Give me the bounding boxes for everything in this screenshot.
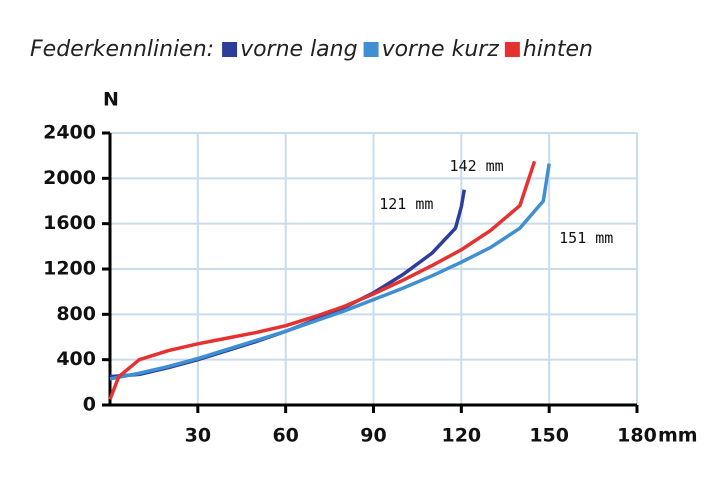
annotation: 151 mm [559,229,613,247]
legend-swatch [363,42,379,57]
annotation: 121 mm [379,195,433,213]
y-tick-label: 2000 [43,167,96,189]
y-axis-label: N [103,89,119,111]
y-tick-label: 2400 [43,122,96,144]
y-tick-label: 800 [56,303,96,325]
legend-swatch [222,42,238,57]
legend-label: vorne kurz [382,37,500,62]
x-tick-label: 180 [617,425,657,447]
x-tick-label: 60 [272,425,298,447]
chart-title: Federkennlinien: [30,37,214,62]
y-tick-label: 0 [83,394,96,416]
x-axis-label: mm [658,425,698,447]
legend-label: hinten [523,37,593,62]
annotation: 142 mm [450,157,504,175]
data-line [108,160,537,400]
y-tick-label: 400 [56,348,96,370]
y-tick-label: 1600 [43,212,96,234]
x-tick-label: 150 [529,425,569,447]
x-tick-label: 30 [185,425,211,447]
data-line [109,163,551,381]
legend-swatch [504,42,520,57]
legend-label: vorne lang [240,37,358,62]
x-tick-label: 120 [441,425,481,447]
y-tick-label: 1200 [43,258,96,280]
x-tick-label: 90 [360,425,386,447]
